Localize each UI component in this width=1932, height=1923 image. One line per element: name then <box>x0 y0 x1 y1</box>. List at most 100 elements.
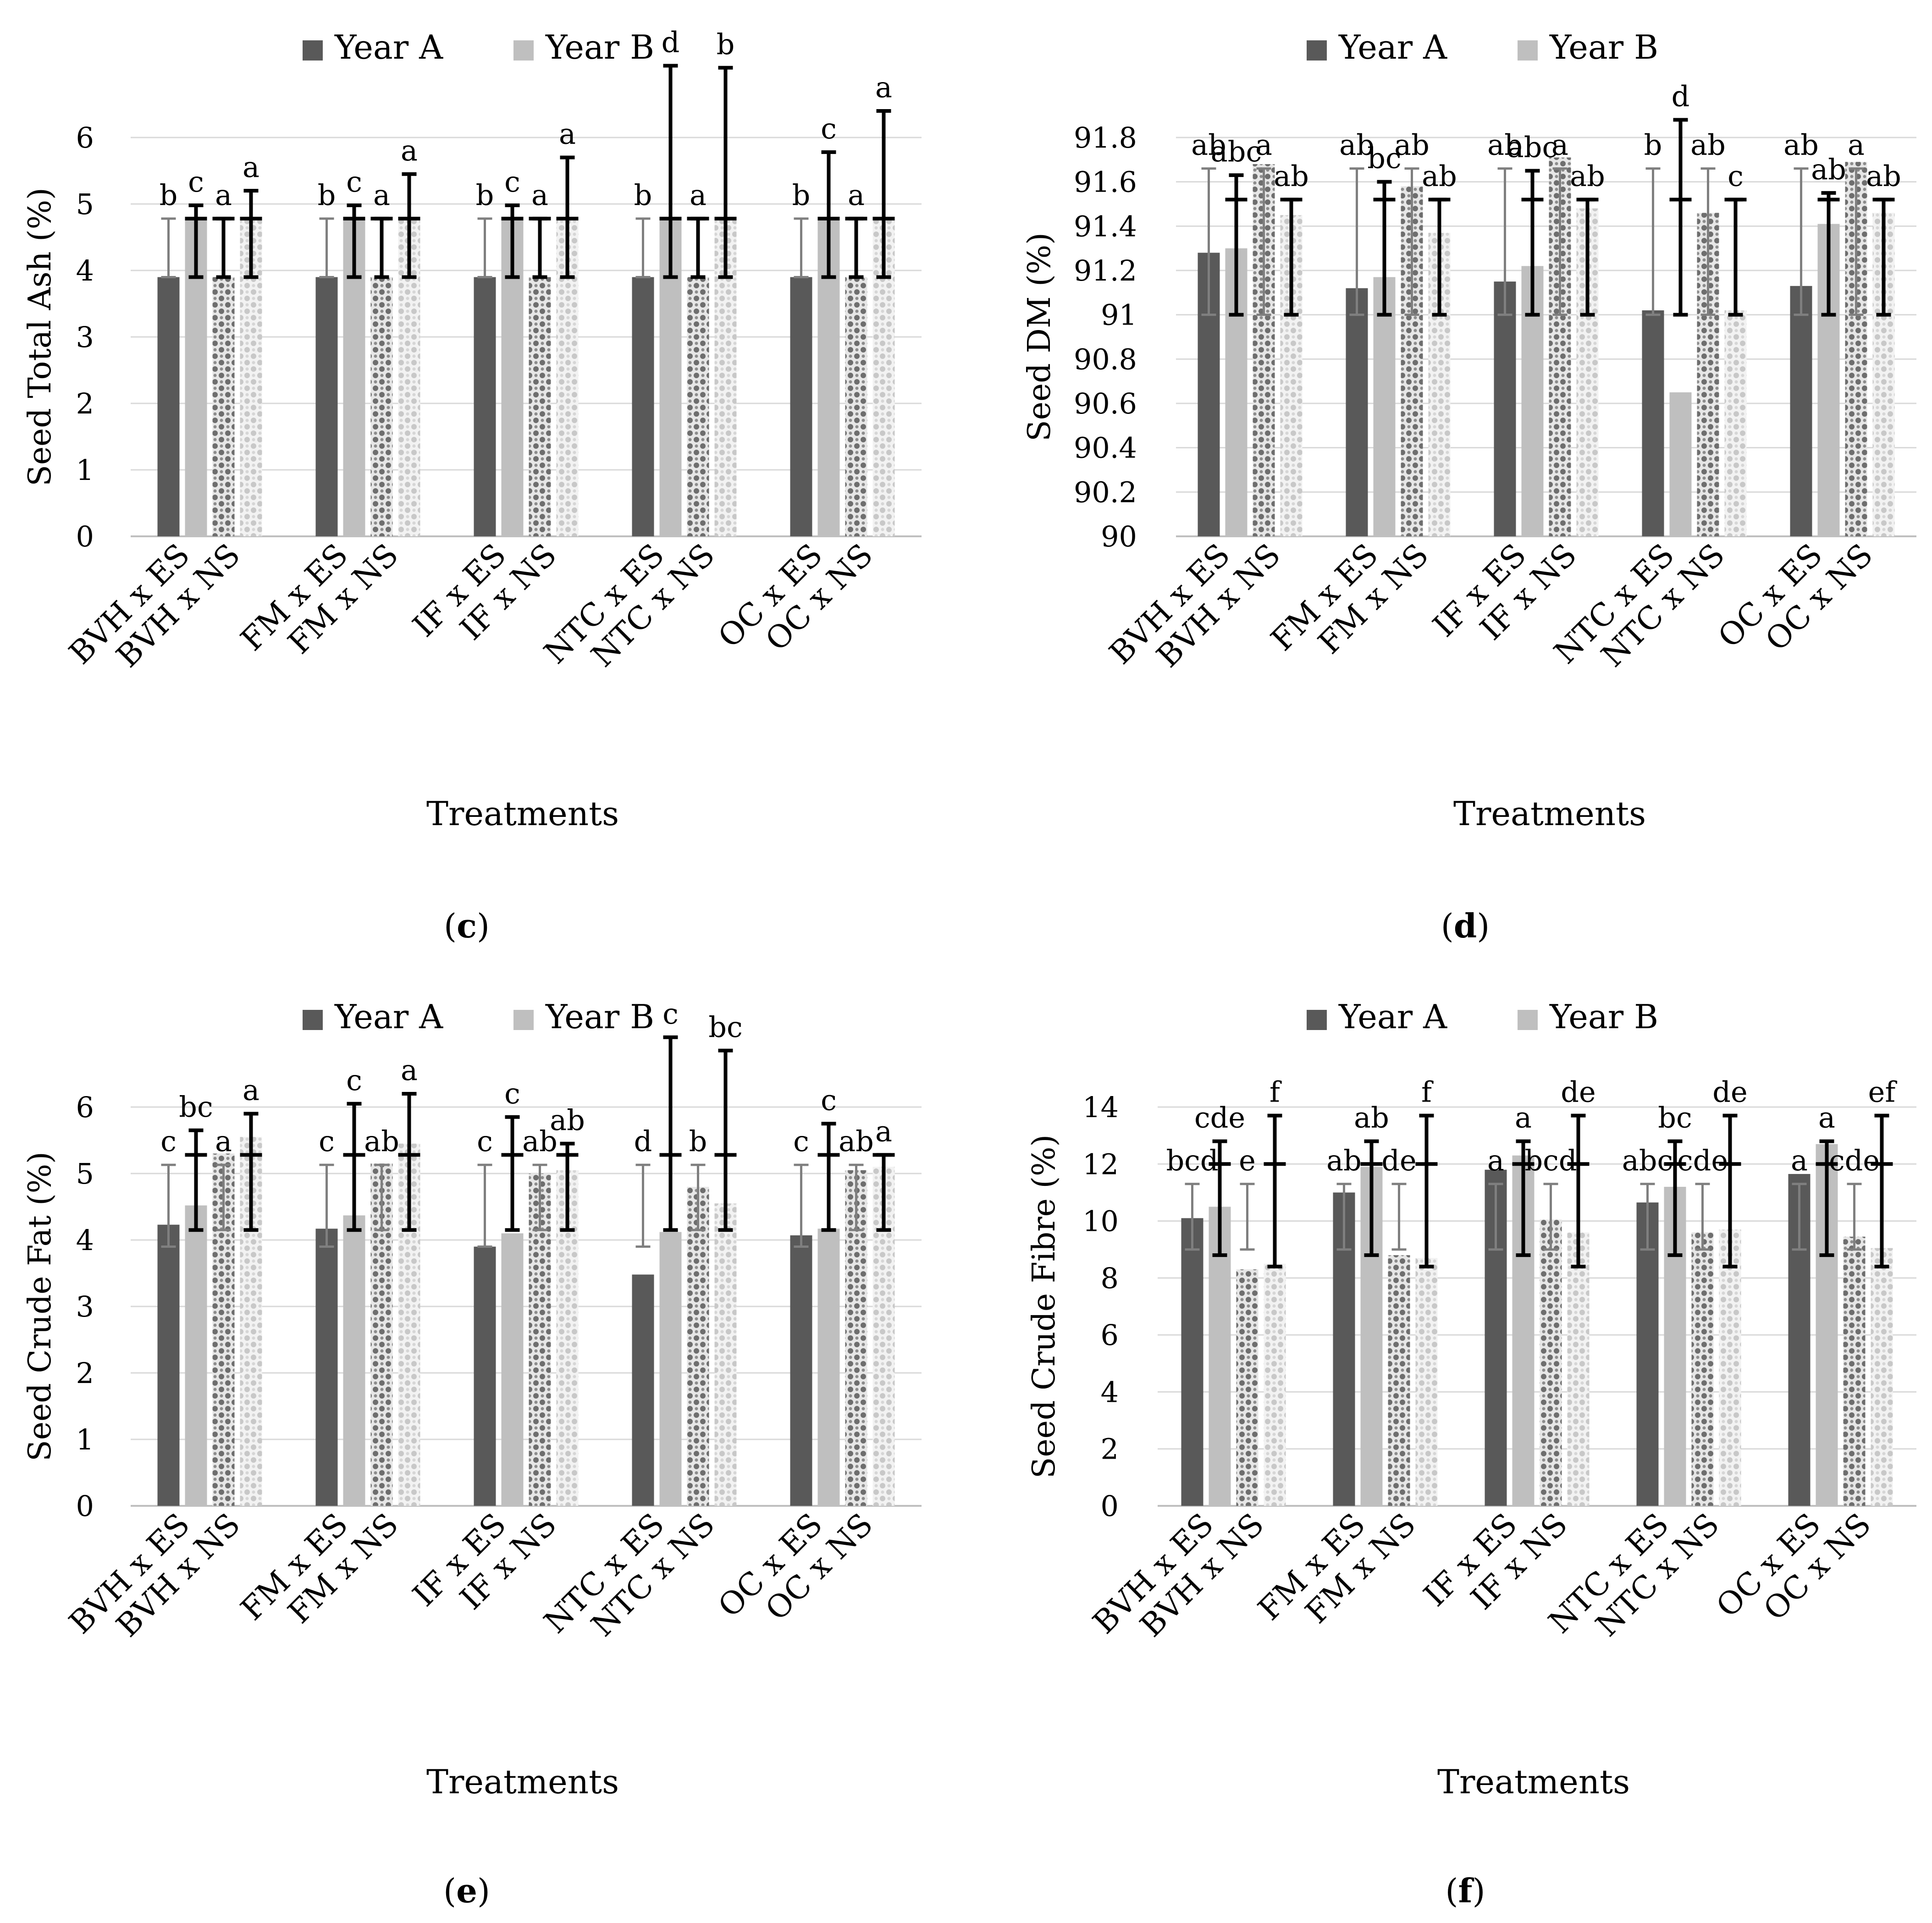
panel-letter: c <box>457 906 477 945</box>
significance-letter: ab <box>1191 128 1226 162</box>
significance-letter: a <box>1848 128 1865 162</box>
significance-letter: d <box>662 25 680 59</box>
significance-letter: b <box>717 28 735 61</box>
significance-letter: c <box>504 1077 520 1110</box>
bar <box>1567 1232 1590 1506</box>
legend-swatch-year-b <box>513 40 534 61</box>
y-tick-label: 5 <box>76 187 94 221</box>
significance-letter: c <box>160 1124 177 1158</box>
significance-letter: ab <box>522 1124 558 1158</box>
y-tick-label: 90 <box>1101 520 1137 553</box>
significance-letter: a <box>401 1053 418 1087</box>
bar <box>474 277 496 536</box>
significance-letter: b <box>318 178 336 212</box>
y-tick-label: 10 <box>1082 1205 1119 1238</box>
significance-letter: ab <box>1274 159 1309 193</box>
bar <box>315 1229 338 1506</box>
bar <box>157 277 180 536</box>
significance-letter: e <box>1239 1144 1256 1177</box>
significance-letter: a <box>875 1114 892 1148</box>
bar <box>157 1224 180 1506</box>
panel-e: Year A Year B Seed Crude Fat (%) 0 1 2 3 4 5 6… <box>22 997 922 1910</box>
significance-letter: b <box>792 178 811 212</box>
legend-swatch-year-a <box>303 40 323 61</box>
significance-letter: cde <box>1829 1144 1880 1177</box>
significance-letter: c <box>188 165 204 198</box>
y-tick-label: 6 <box>76 121 94 154</box>
bar <box>1642 310 1664 536</box>
legend: Year A Year B <box>303 997 654 1036</box>
bar <box>1415 1258 1438 1506</box>
bar <box>1719 1229 1741 1506</box>
x-axis-label: Treatments <box>1437 1763 1630 1801</box>
significance-letter: ab <box>1394 128 1430 162</box>
legend-swatch-year-a <box>303 1010 323 1030</box>
bar <box>474 1246 496 1506</box>
significance-letter: bc <box>1658 1101 1692 1135</box>
significance-letter: a <box>1515 1101 1532 1135</box>
bar <box>1181 1218 1203 1506</box>
y-tick-label: 90.4 <box>1074 431 1137 465</box>
significance-letter: a <box>1487 1144 1504 1177</box>
significance-letter: c <box>793 1124 809 1158</box>
legend-swatch-year-a <box>1307 40 1327 61</box>
legend-label-year-a: Year A <box>334 28 443 66</box>
significance-letter: a <box>690 178 707 212</box>
y-tick-label: 91.8 <box>1074 121 1137 154</box>
bar <box>687 1187 709 1506</box>
legend-label-year-b: Year B <box>545 997 654 1036</box>
bar <box>632 1274 654 1506</box>
panel-f: Year A Year B Seed Crude Fibre (%) 0 2 4 6 8… <box>1026 997 1916 1910</box>
bar <box>1540 1219 1562 1506</box>
significance-letter: de <box>1561 1075 1595 1109</box>
bar <box>632 277 654 536</box>
significance-letter: c <box>319 1124 335 1158</box>
significance-letter: ab <box>1570 159 1605 193</box>
y-tick-label: 1 <box>76 453 94 487</box>
bar <box>1636 1202 1659 1506</box>
significance-letter: ab <box>1866 159 1901 193</box>
significance-letter: ab <box>1422 159 1457 193</box>
significance-letter: c <box>662 997 679 1030</box>
y-tick-label: 90.8 <box>1074 342 1137 376</box>
bar <box>315 277 338 536</box>
significance-letter: b <box>689 1124 707 1158</box>
significance-letter: b <box>476 178 494 212</box>
panel-c: Year A Year B Seed Total Ash (%) 0 1 2 3 4 5 6… <box>22 25 922 945</box>
x-axis-label: Treatments <box>1453 794 1646 833</box>
significance-letter: abc <box>1211 135 1262 168</box>
legend-swatch-year-b <box>513 1010 534 1030</box>
y-tick-label: 5 <box>76 1157 94 1190</box>
significance-letter: c <box>477 1124 493 1158</box>
significance-letter: a <box>848 178 865 212</box>
y-tick-label: 91.4 <box>1074 209 1137 243</box>
legend-label-year-b: Year B <box>1549 997 1658 1036</box>
significance-letter: f <box>1421 1075 1434 1109</box>
significance-letter: a <box>215 1124 232 1158</box>
y-tick-label: 12 <box>1082 1147 1119 1181</box>
legend-label-year-b: Year B <box>545 28 654 66</box>
bar <box>1373 277 1396 536</box>
y-tick-label: 91 <box>1101 298 1137 332</box>
legend: Year A Year B <box>1307 28 1658 66</box>
significance-letter: c <box>821 112 837 145</box>
y-tick-label: 0 <box>1101 1489 1119 1523</box>
bar <box>1388 1255 1410 1506</box>
significance-letter: a <box>875 71 892 104</box>
y-axis-label: Seed Crude Fibre (%) <box>1026 1135 1062 1478</box>
significance-letter: ab <box>1487 128 1523 162</box>
significance-letter: c <box>346 165 362 198</box>
significance-letter: b <box>160 178 178 212</box>
bar <box>687 277 709 536</box>
significance-letter: a <box>1551 128 1568 162</box>
bar <box>817 1229 840 1506</box>
y-axis-label: Seed DM (%) <box>1021 232 1058 441</box>
bar <box>529 277 551 536</box>
bar <box>1494 281 1516 536</box>
bar <box>1843 1236 1866 1506</box>
significance-letter: a <box>1791 1144 1808 1177</box>
panel-label: (e) <box>443 1871 490 1910</box>
